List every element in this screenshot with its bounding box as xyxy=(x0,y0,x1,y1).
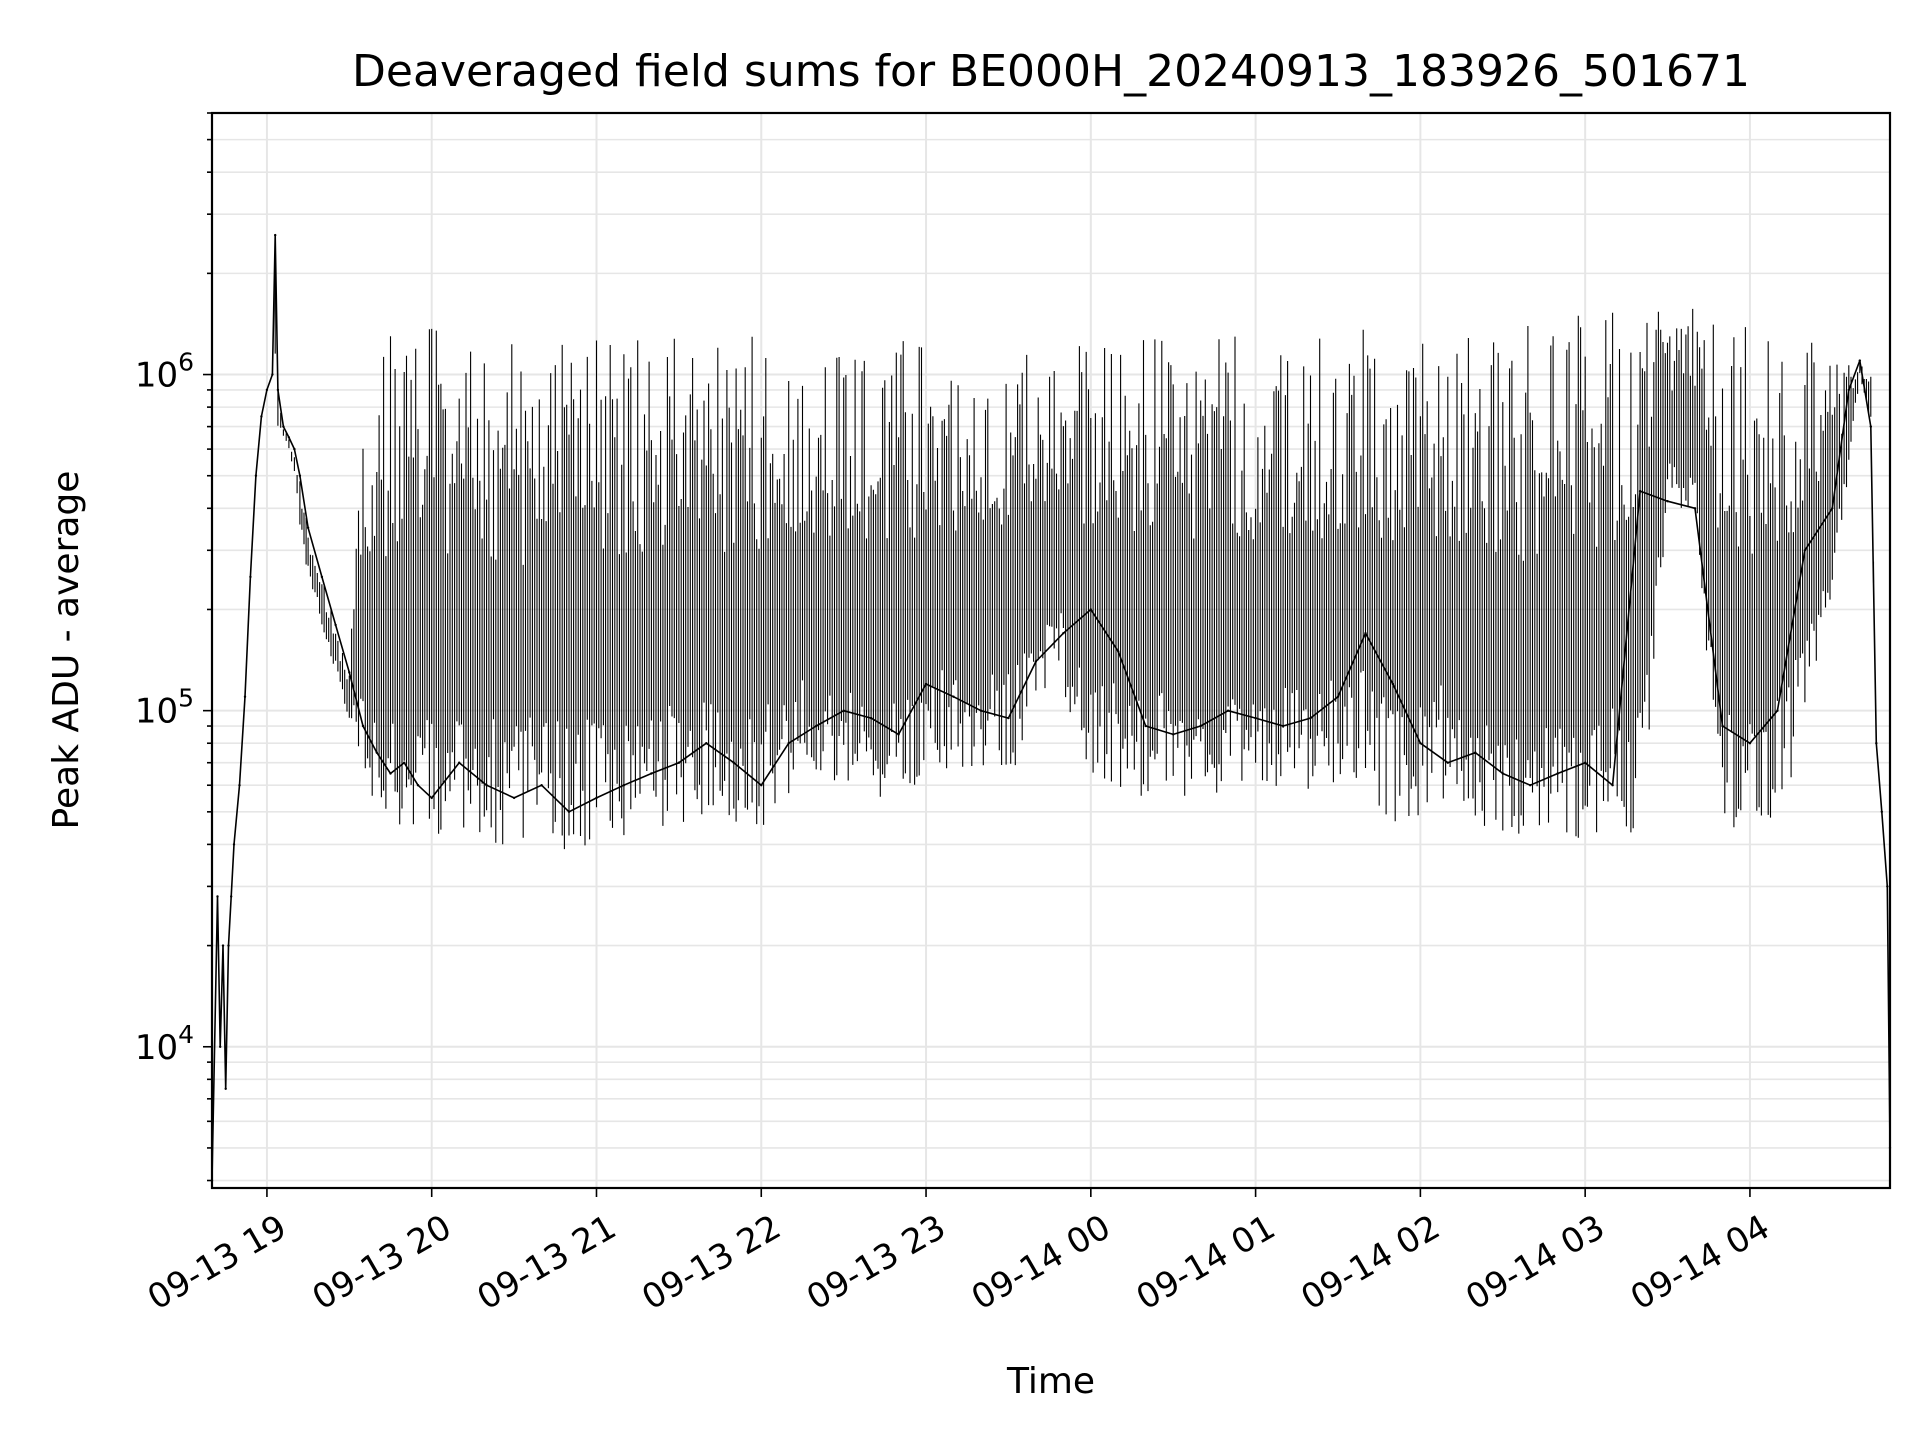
series-line xyxy=(210,233,1892,1182)
y-axis: 104 105 106 xyxy=(135,112,212,1182)
data-point xyxy=(1556,772,1559,775)
data-point xyxy=(219,1045,222,1049)
data-point xyxy=(403,761,406,764)
data-point xyxy=(1089,608,1093,611)
data-point xyxy=(1693,507,1697,510)
data-point xyxy=(1117,650,1120,653)
data-point xyxy=(348,671,351,674)
data-point xyxy=(1391,682,1395,686)
data-point xyxy=(1858,359,1862,362)
data-point xyxy=(271,373,274,376)
data-point xyxy=(1501,772,1505,775)
data-point xyxy=(952,695,955,698)
data-point xyxy=(276,388,280,392)
data-point xyxy=(1776,709,1779,712)
data-point xyxy=(540,784,543,787)
data-point xyxy=(1007,716,1010,720)
data-point xyxy=(1144,724,1147,728)
data-point xyxy=(1611,784,1614,787)
data-point xyxy=(320,575,324,579)
data-point xyxy=(287,436,291,439)
data-point xyxy=(430,796,433,800)
data-point xyxy=(815,724,818,728)
y-axis-label: Peak ADU - average xyxy=(46,471,87,830)
data-point xyxy=(485,784,488,787)
data-point xyxy=(458,761,461,764)
data-point xyxy=(1847,388,1851,392)
y-tick-label: 104 xyxy=(135,1020,194,1068)
data-point xyxy=(232,843,236,846)
data-point xyxy=(787,742,790,745)
data-point xyxy=(298,474,302,477)
data-point xyxy=(1638,489,1642,493)
data-point xyxy=(260,415,263,418)
data-point xyxy=(869,716,873,720)
data-point xyxy=(1529,784,1532,787)
data-point xyxy=(227,944,230,947)
data-point xyxy=(416,784,420,787)
series-envelope-spikes xyxy=(274,274,1875,850)
data-point xyxy=(1831,507,1834,510)
data-point xyxy=(224,1087,227,1091)
data-point xyxy=(567,810,571,813)
data-point xyxy=(512,796,516,800)
data-point xyxy=(595,796,598,800)
plot-frame xyxy=(210,111,1892,1190)
data-point xyxy=(1803,549,1807,552)
data-point xyxy=(979,709,983,712)
data-point xyxy=(897,733,900,736)
data-point xyxy=(705,742,708,745)
data-point xyxy=(1034,660,1038,663)
data-point xyxy=(760,784,763,787)
data-point xyxy=(249,575,252,579)
data-point xyxy=(1721,724,1724,728)
y-tick-label: 106 xyxy=(135,348,194,396)
x-axis-label: Time xyxy=(1006,1361,1095,1402)
data-point xyxy=(254,474,258,477)
data-point xyxy=(732,761,735,764)
data-point xyxy=(230,895,233,898)
data-point xyxy=(238,784,241,787)
data-point xyxy=(1886,885,1889,888)
data-point xyxy=(1199,724,1202,728)
data-point xyxy=(1281,724,1285,728)
data-point xyxy=(1869,425,1873,428)
data-point xyxy=(1880,810,1884,813)
y-tick-label: 105 xyxy=(135,684,194,732)
data-point xyxy=(1309,716,1312,720)
data-point xyxy=(293,447,296,451)
data-point xyxy=(1584,761,1587,764)
data-point xyxy=(1446,761,1450,764)
data-point xyxy=(1748,742,1752,745)
data-point xyxy=(924,682,928,686)
data-point xyxy=(375,751,378,754)
data-point xyxy=(274,233,277,237)
data-point xyxy=(361,724,365,728)
data-point xyxy=(282,425,285,428)
data-point xyxy=(334,623,337,627)
data-point xyxy=(1336,695,1340,698)
data-point xyxy=(1666,500,1669,503)
data-point xyxy=(1875,742,1878,745)
data-point xyxy=(1364,632,1367,635)
data-point xyxy=(1172,733,1175,736)
data-point xyxy=(622,784,626,787)
data-point xyxy=(677,761,681,764)
data-point xyxy=(389,772,392,775)
data-point xyxy=(216,895,219,898)
data-point xyxy=(265,388,269,392)
data-point xyxy=(243,695,247,698)
data-point xyxy=(1419,742,1422,745)
data-point xyxy=(221,944,225,947)
data-point xyxy=(842,709,845,712)
data-point xyxy=(1474,751,1477,754)
data-point xyxy=(306,526,310,529)
data-point xyxy=(1226,709,1230,712)
data-point xyxy=(1254,716,1257,720)
chart-title: Deaveraged field sums for BE000H_2024091… xyxy=(352,46,1750,97)
data-point xyxy=(650,772,653,775)
data-point xyxy=(1062,632,1065,635)
